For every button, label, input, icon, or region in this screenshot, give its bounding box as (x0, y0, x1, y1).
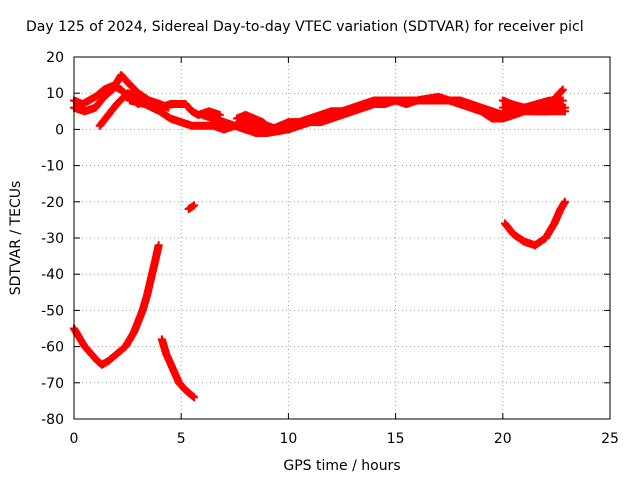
x-tick-label: 10 (279, 431, 297, 447)
data-point-trail (158, 336, 197, 401)
series-arc-12 (500, 197, 569, 250)
x-tick-label: 15 (387, 431, 405, 447)
plot-frame (73, 56, 611, 420)
x-tick-label: 25 (601, 431, 619, 447)
chart-title: Day 125 of 2024, Sidereal Day-to-day VTE… (26, 19, 584, 35)
series-arc-9 (70, 241, 163, 369)
x-tick-label: 5 (177, 431, 186, 447)
axis-ticks: 0 5 10 15 20 25 -80 -70 -60 -50 -40 -30 -20 -10 0 10 20 (41, 50, 619, 447)
x-tick-label: 20 (494, 431, 512, 447)
y-tick-label: -60 (41, 340, 64, 356)
y-tick-label: 10 (46, 86, 64, 102)
y-tick-label: 20 (46, 50, 64, 66)
series-arc-8 (498, 96, 567, 112)
series-arc-11 (184, 201, 199, 214)
series-arc-10 (157, 335, 199, 402)
y-tick-label: -40 (41, 267, 64, 283)
x-tick-label: 0 (70, 431, 79, 447)
y-tick-label: -70 (41, 376, 64, 392)
x-axis-label: GPS time / hours (283, 458, 400, 474)
y-tick-label: -50 (41, 303, 64, 319)
y-tick-label: -30 (41, 231, 64, 247)
data-points (70, 71, 569, 402)
data-point-trail (501, 199, 569, 249)
y-tick-label: 0 (55, 122, 64, 138)
data-point-trail (70, 242, 163, 368)
y-tick-label: -20 (41, 195, 64, 211)
data-point-trail (500, 96, 566, 112)
y-axis-label: SDTVAR / TECUs (8, 181, 24, 296)
data-point-trail (186, 202, 197, 213)
y-tick-label: -10 (41, 159, 64, 175)
y-tick-label: -80 (41, 412, 64, 428)
